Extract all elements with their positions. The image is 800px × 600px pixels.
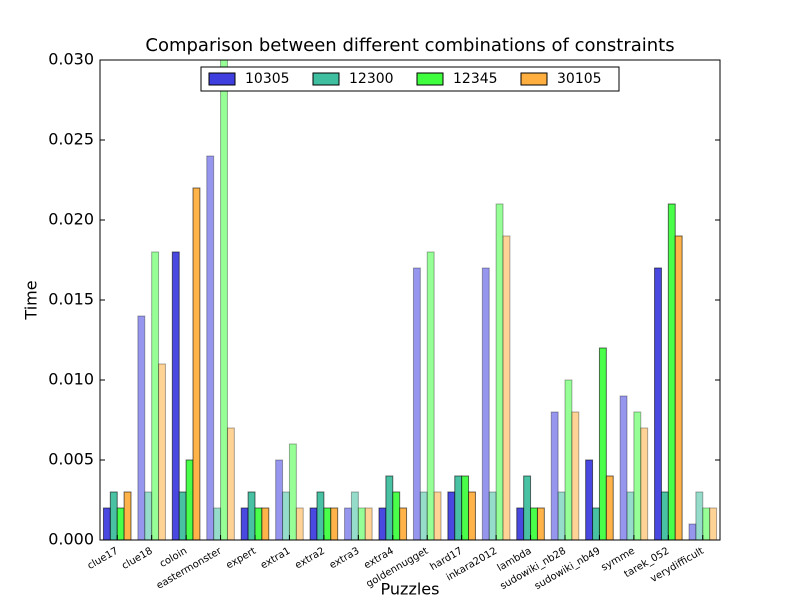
legend-swatch xyxy=(312,72,340,86)
bar xyxy=(102,507,111,541)
bar xyxy=(240,507,249,541)
legend: 10305 12300 12345 30105 xyxy=(200,66,620,92)
bar xyxy=(226,427,235,541)
legend-frame xyxy=(200,66,620,92)
bar xyxy=(178,491,187,541)
y-axis-label: Time xyxy=(22,280,41,320)
bar xyxy=(412,267,421,541)
bar xyxy=(660,491,669,541)
x-axis-label: Puzzles xyxy=(381,580,440,599)
bar xyxy=(288,443,297,541)
bar xyxy=(695,491,704,541)
bar xyxy=(247,491,256,541)
bar xyxy=(605,475,614,541)
bar xyxy=(295,507,304,541)
bar xyxy=(564,379,573,541)
y-tick-label: 0.005 xyxy=(48,450,94,469)
bar xyxy=(109,491,118,541)
bar xyxy=(557,491,566,541)
bar xyxy=(626,491,635,541)
bar xyxy=(709,507,718,541)
legend-label: 30105 xyxy=(557,71,602,87)
bar xyxy=(461,475,470,541)
bar xyxy=(688,523,697,541)
bar xyxy=(206,155,215,541)
bar xyxy=(357,507,366,541)
bar xyxy=(364,507,373,541)
legend-label: 12345 xyxy=(453,71,498,87)
bar xyxy=(282,491,290,541)
y-tick-label: 0.025 xyxy=(48,130,94,149)
y-tick-label: 0.015 xyxy=(48,290,94,309)
bar xyxy=(447,491,456,541)
bar xyxy=(192,187,201,541)
bar xyxy=(185,459,194,541)
bar xyxy=(392,491,401,541)
bar xyxy=(399,507,408,541)
bar xyxy=(502,235,511,541)
legend-swatch xyxy=(520,72,548,86)
y-tick-label: 0.020 xyxy=(48,210,94,229)
bar xyxy=(344,507,352,541)
bar xyxy=(592,507,600,541)
bar xyxy=(516,507,525,541)
bar xyxy=(536,507,545,541)
bar xyxy=(674,235,683,541)
bar xyxy=(640,427,649,541)
bar xyxy=(667,203,676,541)
bar xyxy=(426,251,435,541)
bar xyxy=(254,507,263,541)
bar xyxy=(385,475,394,541)
bar xyxy=(454,475,463,541)
bar xyxy=(151,251,160,541)
y-tick-label: 0.010 xyxy=(48,370,94,389)
bar xyxy=(144,491,153,541)
y-tick-label: 0.030 xyxy=(48,50,94,69)
bar xyxy=(702,507,711,541)
bar xyxy=(316,491,325,541)
bar xyxy=(330,507,339,541)
bar xyxy=(213,507,222,541)
bar xyxy=(585,459,594,541)
chart-title: Comparison between different combination… xyxy=(145,35,674,56)
bar xyxy=(323,507,332,541)
bar xyxy=(654,267,662,541)
bar xyxy=(220,59,228,541)
legend-label: 12300 xyxy=(349,71,394,87)
bar xyxy=(419,491,428,541)
bar xyxy=(309,507,318,541)
bar xyxy=(481,267,490,541)
bar xyxy=(123,491,132,541)
bar xyxy=(350,491,359,541)
legend-label: 10305 xyxy=(245,71,290,87)
bar xyxy=(598,347,607,541)
plot-frame xyxy=(99,59,721,541)
legend-swatch xyxy=(416,72,444,86)
bar xyxy=(261,507,270,541)
bar xyxy=(158,363,166,541)
bar xyxy=(619,395,628,541)
bar xyxy=(550,411,559,541)
bar xyxy=(488,491,497,541)
bar xyxy=(523,475,532,541)
bar xyxy=(378,507,387,541)
bar xyxy=(171,251,180,541)
bar xyxy=(530,507,538,541)
bar xyxy=(571,411,580,541)
bar xyxy=(433,491,442,541)
bar xyxy=(468,491,476,541)
y-tick-label: 0.000 xyxy=(48,530,94,549)
bar xyxy=(275,459,284,541)
bar xyxy=(137,315,146,541)
bar xyxy=(495,203,504,541)
bar xyxy=(633,411,642,541)
bar xyxy=(116,507,125,541)
legend-swatch xyxy=(208,72,236,86)
